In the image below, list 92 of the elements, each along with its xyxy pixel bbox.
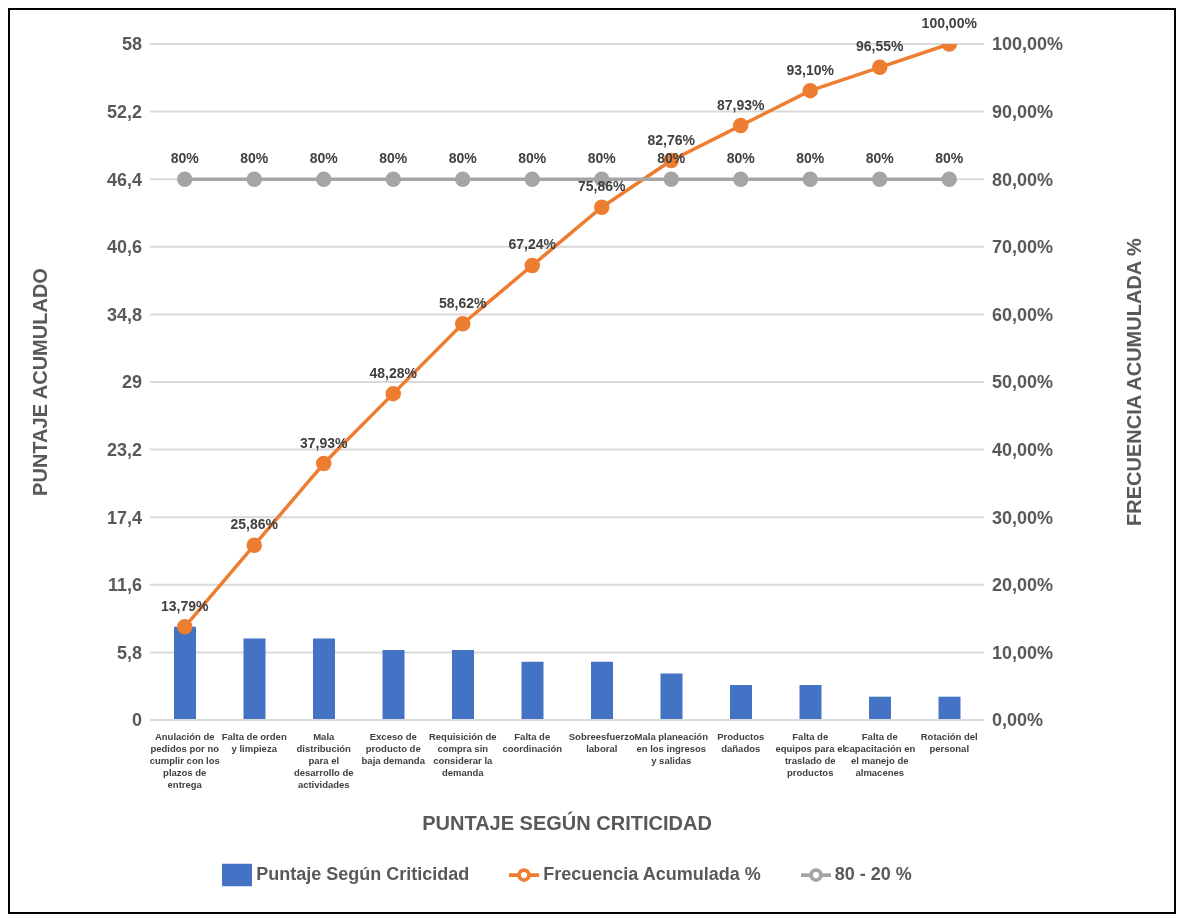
x-tick-label: Mala distribución para el desarrollo de actividades [293,731,354,790]
bar [452,650,474,720]
bar [243,638,266,720]
data-label: 80% [379,150,408,167]
y-tick-label: 5,8 [116,642,142,663]
bar [730,685,752,720]
data-label: 100,00% [921,15,978,31]
data-label: 80% [240,150,269,167]
data-label: 82,76% [647,131,696,148]
data-label: 93,10% [786,61,835,78]
y2-tick-label: 40,00% [992,439,1054,460]
bar [313,638,335,720]
y2-tick-label: 20,00% [992,575,1054,596]
data-label: 75,86% [578,178,627,195]
point [663,171,679,187]
y-tick-label: 0 [131,710,142,731]
legend-label: Frecuencia Acumulada % [543,863,761,884]
point [246,171,262,187]
data-label: 80% [448,150,478,167]
bar [521,661,544,720]
point [802,171,818,187]
x-tick-label: Falta de coordinación [502,731,563,754]
y-tick-label: 17,4 [106,507,142,528]
point [802,82,818,99]
x-tick-label: Rotación del personal [920,731,978,754]
bar [174,626,196,720]
data-label: 80% [865,150,895,167]
x-tick-label: Exceso de producto de baja demanda [361,731,426,766]
point [733,171,749,187]
data-label: 80% [796,150,825,167]
bar [591,661,613,720]
point [385,385,401,402]
data-label: 80% [170,150,200,167]
point [177,619,193,635]
data-label: 80% [518,150,547,167]
y2-tick-label: 10,00% [992,642,1054,663]
point [316,455,332,472]
point [246,537,262,553]
bar [938,696,961,720]
point [941,171,957,187]
y-tick-label: 29 [121,372,142,393]
bar [382,650,405,720]
y2-tick-label: 90,00% [992,101,1054,122]
x-tick-label: Requisición de compra sin considerar la demanda [428,731,497,778]
y2-tick-label: 80,00% [992,169,1054,190]
point [524,171,540,187]
point [733,117,749,134]
data-label: 96,55% [856,38,905,55]
y2-tick-label: 30,00% [992,507,1054,528]
y2-tick-label: 70,00% [992,237,1054,258]
y-tick-label: 40,6 [106,237,142,258]
point [872,59,888,76]
legend-label: 80 - 20 % [834,863,912,884]
point [455,315,471,332]
y2-tick-label: 0,00% [992,710,1044,731]
x-tick-label: Anulación de pedidos por no cumplir con los plazos de entrega [149,731,220,790]
x-tick-label: Mala planeación en los ingresos y salidas [634,731,709,766]
y-tick-label: 34,8 [106,304,142,325]
x-axis-title: PUNTAJE SEGÚN CRITICIDAD [422,811,712,834]
y-axis-title: PUNTAJE ACUMULADO [29,268,52,496]
y2-tick-label: 100,00% [992,34,1064,55]
point [455,171,471,187]
x-tick-label: Productos dañados [717,731,765,754]
x-tick-label: Sobreesfuerzo laboral [568,731,635,754]
data-label: 80% [726,150,756,167]
y2-tick-label: 60,00% [992,304,1054,325]
y-tick-label: 58 [121,34,142,55]
x-tick-label: Falta de orden y limpieza [221,731,287,754]
data-label: 80% [309,150,339,167]
point [385,171,401,187]
data-label: 80% [935,150,964,167]
bar [799,685,822,720]
x-tick-label: Falta de equipos para el traslado de productos [775,731,846,778]
legend-label: Puntaje Según Criticidad [256,863,470,884]
bar [660,673,683,720]
y-tick-label: 23,2 [106,439,142,460]
y-tick-label: 11,6 [107,575,142,596]
y2-tick-label: 50,00% [992,372,1054,393]
point [872,171,888,187]
data-label: 67,24% [508,236,557,253]
point [316,171,332,187]
data-label: 58,62% [439,294,488,311]
point [594,199,610,215]
y-tick-label: 52,2 [106,101,142,122]
data-label: 80% [587,150,617,167]
bar [869,696,891,720]
data-label: 87,93% [717,96,766,113]
point [524,257,540,274]
y2-axis-title: FRECUENCIA ACUMULADA % [1123,237,1146,526]
y-tick-label: 46,4 [106,169,142,190]
x-tick-label: Falta de capacitación en el manejo de almacenes [844,731,916,778]
point [177,171,193,187]
